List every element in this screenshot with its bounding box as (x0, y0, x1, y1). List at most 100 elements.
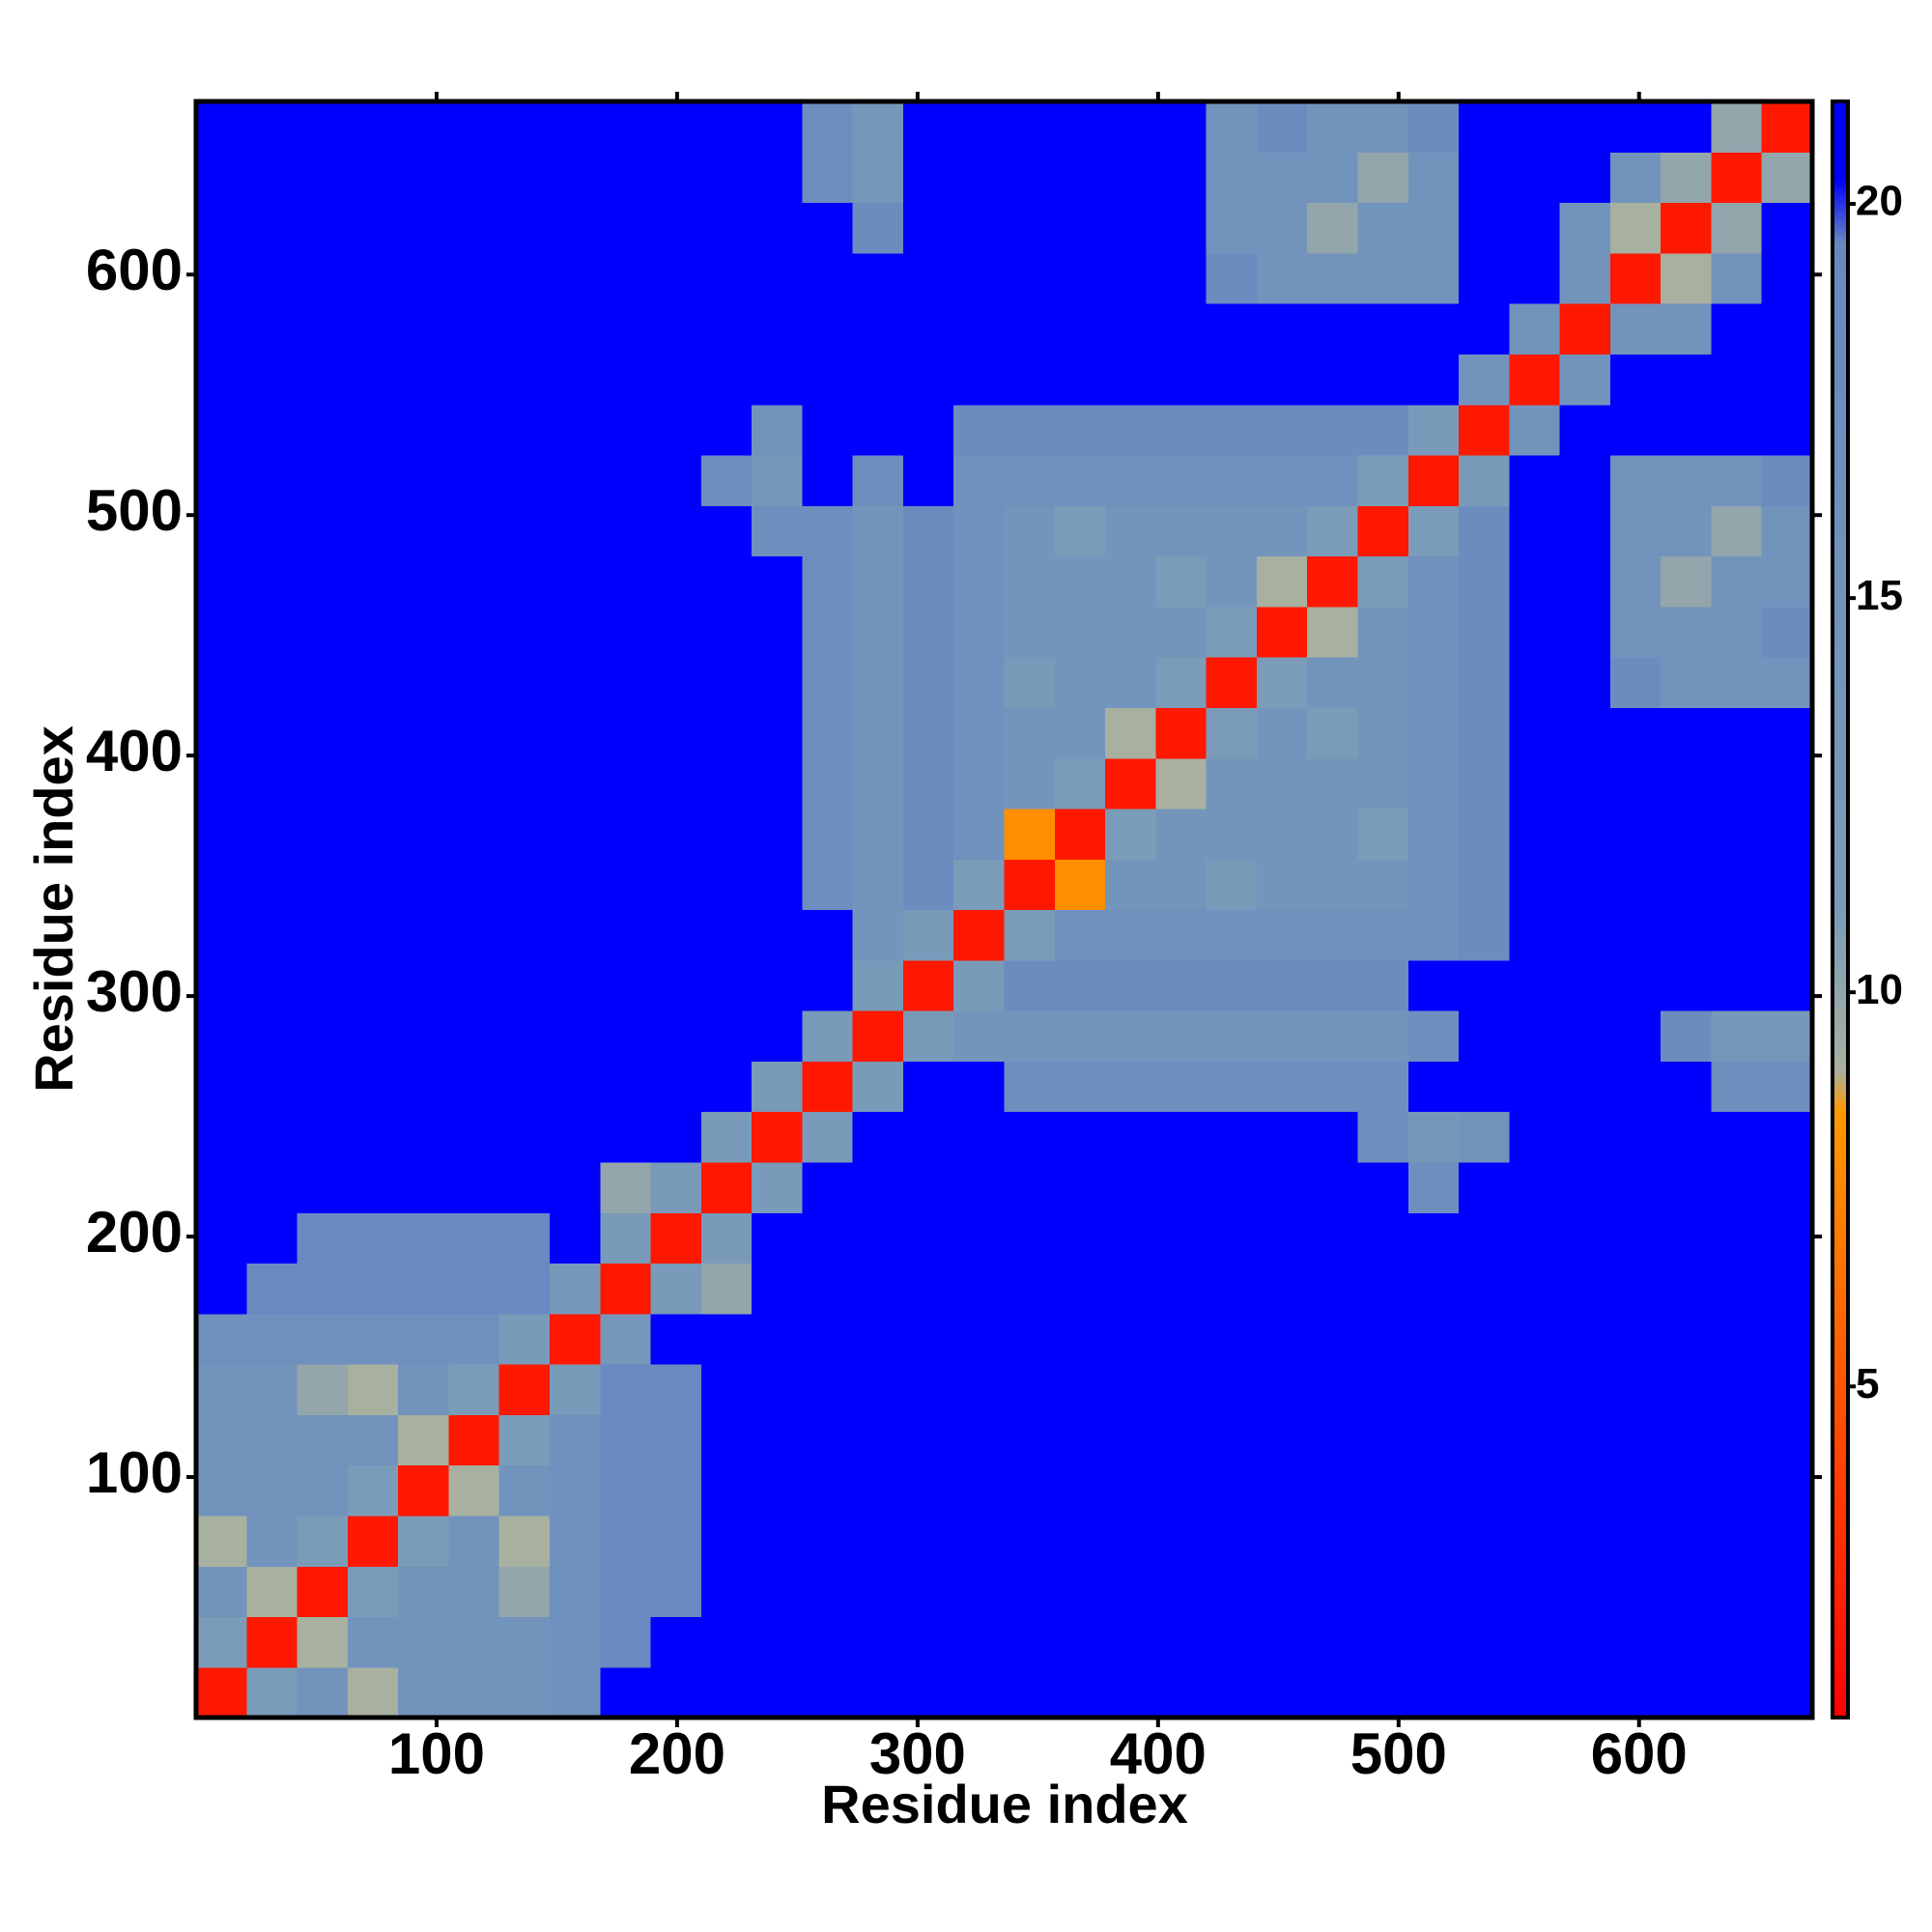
heatmap-cell (196, 1111, 247, 1163)
heatmap-cell (1609, 555, 1662, 608)
heatmap-cell (398, 1212, 450, 1264)
heatmap-cell (1004, 757, 1056, 810)
heatmap-cell (902, 1666, 954, 1719)
heatmap-cell (1761, 101, 1813, 153)
heatmap-cell (1155, 757, 1208, 810)
heatmap-cell (650, 1111, 702, 1163)
heatmap-cell (650, 1414, 702, 1466)
heatmap-cell (498, 1364, 551, 1415)
heatmap-cell (1105, 1313, 1156, 1365)
heatmap-cell (1105, 101, 1156, 153)
heatmap-cell (1357, 202, 1409, 254)
heatmap-cell (1661, 1010, 1713, 1062)
heatmap-cell (297, 757, 349, 810)
heatmap-cell (700, 606, 753, 658)
heatmap-cell (1559, 1313, 1611, 1365)
heatmap-cell (549, 1061, 601, 1113)
heatmap-cell (802, 1464, 854, 1517)
heatmap-cell (347, 303, 399, 355)
heatmap-cell (1459, 152, 1510, 204)
heatmap-cell (1559, 707, 1611, 759)
heatmap-cell (902, 707, 954, 759)
heatmap-cell (1004, 1566, 1056, 1618)
heatmap-cell (398, 1666, 450, 1719)
heatmap-cell (246, 1061, 298, 1113)
heatmap-cell (902, 1414, 954, 1466)
heatmap-cell (752, 1414, 803, 1466)
heatmap-cell (902, 152, 954, 204)
heatmap-cell (1711, 1061, 1763, 1113)
heatmap-cell (1206, 1263, 1258, 1315)
heatmap-cell (953, 303, 1006, 355)
heatmap-cell (852, 1566, 904, 1618)
heatmap-cell (1256, 101, 1308, 153)
heatmap-cell (246, 1566, 298, 1618)
heatmap-cell (448, 757, 500, 810)
heatmap-cell (448, 1666, 500, 1719)
heatmap-cell (1357, 1414, 1409, 1466)
heatmap-cell (1711, 1313, 1763, 1365)
heatmap-cell (1661, 1666, 1713, 1719)
heatmap-cell (1004, 1364, 1056, 1415)
heatmap-cells (196, 101, 1813, 1719)
heatmap-cell (1105, 1666, 1156, 1719)
heatmap-cell (1761, 657, 1813, 708)
heatmap-cell (1761, 1061, 1813, 1113)
heatmap-cell (1407, 1263, 1460, 1315)
heatmap-cell (498, 202, 551, 254)
heatmap-cell (448, 707, 500, 759)
heatmap-cell (1054, 1616, 1106, 1668)
heatmap-cell (448, 1161, 500, 1213)
heatmap-cell (1559, 152, 1611, 204)
heatmap-cell (196, 707, 247, 759)
heatmap-cell (1761, 555, 1813, 608)
heatmap-cell (852, 1212, 904, 1264)
heatmap-cell (953, 1464, 1006, 1517)
heatmap-cell (1307, 1263, 1359, 1315)
heatmap-cell (752, 1666, 803, 1719)
heatmap-cell (448, 606, 500, 658)
heatmap-cell (1054, 303, 1106, 355)
heatmap-cell (1609, 1212, 1662, 1264)
heatmap-cell (802, 1616, 854, 1668)
heatmap-cell (902, 505, 954, 557)
heatmap-cell (498, 303, 551, 355)
heatmap-cell (1509, 252, 1561, 304)
heatmap-cell (1661, 1414, 1713, 1466)
heatmap-cell (347, 454, 399, 506)
heatmap-cell (196, 1364, 247, 1415)
heatmap-cell (1105, 152, 1156, 204)
heatmap-cell (1105, 354, 1156, 406)
heatmap-cell (1357, 859, 1409, 911)
heatmap-cell (1357, 959, 1409, 1011)
heatmap-cell (1004, 909, 1056, 961)
heatmap-cell (1711, 1111, 1763, 1163)
heatmap-cell (498, 101, 551, 153)
heatmap-cell (1256, 1464, 1308, 1517)
heatmap-cell (1661, 454, 1713, 506)
heatmap-cell (448, 1111, 500, 1163)
heatmap-cell (852, 404, 904, 456)
heatmap-cell (196, 859, 247, 911)
heatmap-cell (1307, 1666, 1359, 1719)
heatmap-cell (549, 959, 601, 1011)
heatmap-cell (802, 354, 854, 406)
heatmap-cell (448, 202, 500, 254)
heatmap-cell (1761, 1515, 1813, 1567)
heatmap-cell (1609, 1111, 1662, 1163)
heatmap-cell (498, 707, 551, 759)
heatmap-cell (347, 859, 399, 911)
heatmap-cell (650, 1161, 702, 1213)
heatmap-cell (802, 152, 854, 204)
heatmap-cell (1054, 1364, 1106, 1415)
heatmap-cell (246, 252, 298, 304)
heatmap-cell (498, 555, 551, 608)
heatmap-cell (600, 555, 652, 608)
heatmap-cell (600, 101, 652, 153)
heatmap-cell (549, 1364, 601, 1415)
heatmap-cell (1509, 707, 1561, 759)
heatmap-cell (1459, 252, 1510, 304)
heatmap-cell (1105, 1464, 1156, 1517)
heatmap-cell (902, 1464, 954, 1517)
